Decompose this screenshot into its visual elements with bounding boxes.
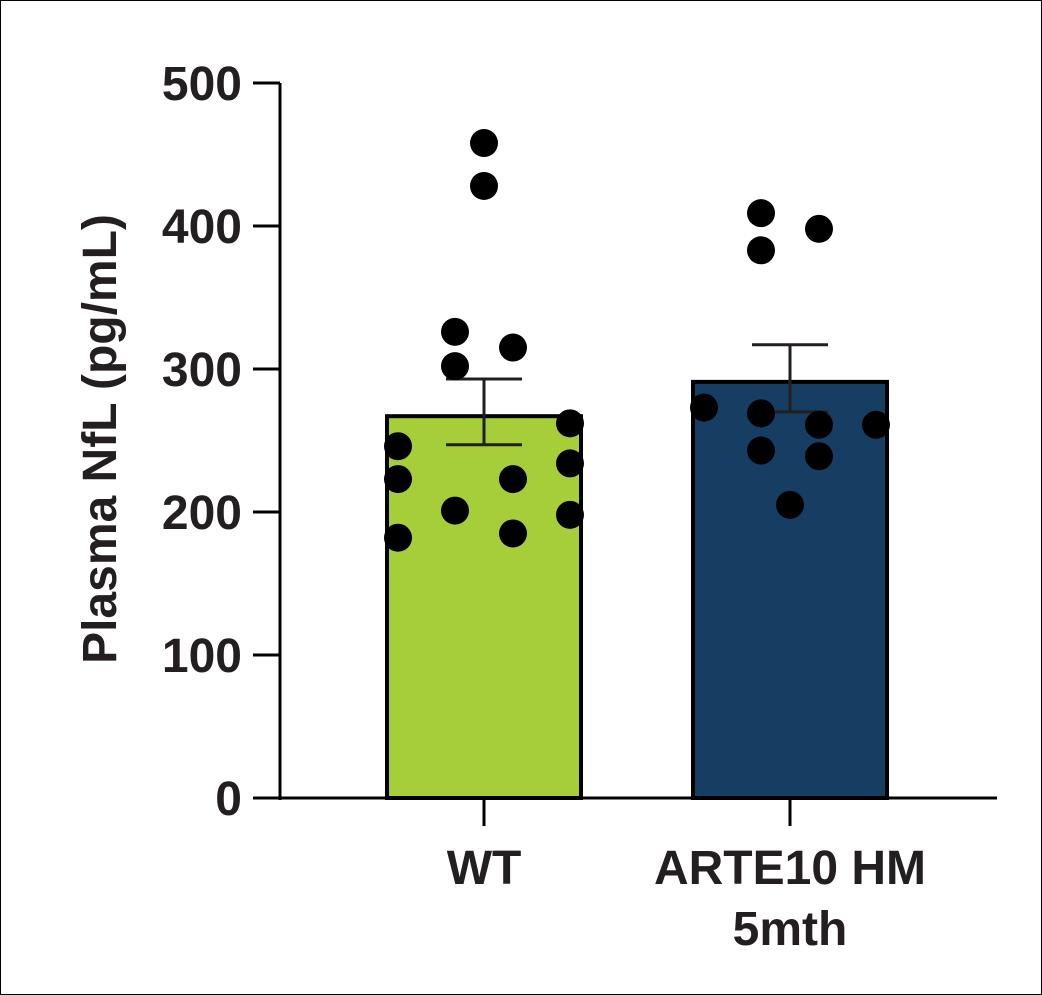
data-point-0-13: [556, 500, 584, 529]
bar-1: [691, 379, 889, 800]
data-point-0-10: [499, 519, 527, 548]
y-axis-label: Plasma NfL (pg/mL): [74, 214, 127, 664]
data-point-1-2: [805, 214, 833, 243]
x-tick-label-1-0: ARTE10 HM: [654, 842, 926, 895]
y-tick-label-3: 300: [162, 344, 242, 397]
data-point-0-3: [441, 352, 469, 381]
y-tick-label-5: 500: [162, 58, 242, 111]
data-point-1-8: [805, 442, 833, 471]
data-point-0-1: [470, 171, 498, 200]
data-point-1-6: [776, 490, 804, 519]
data-point-0-12: [556, 449, 584, 478]
data-point-1-5: [747, 436, 775, 465]
y-tick-label-0: 0: [215, 773, 242, 826]
data-point-0-0: [470, 129, 498, 158]
y-tick-label-1: 100: [162, 630, 242, 683]
data-point-1-9: [862, 410, 890, 439]
bar-0: [385, 414, 583, 800]
data-point-1-3: [690, 393, 718, 422]
data-point-0-2: [441, 317, 469, 346]
y-tick-label-2: 200: [162, 487, 242, 540]
data-point-0-8: [441, 496, 469, 525]
data-point-0-9: [499, 465, 527, 494]
bars-layer: [385, 379, 889, 800]
data-point-1-0: [747, 199, 775, 228]
axes-layer: 0 100 200 300 400 500 WT ARTE10 HM 5mth: [162, 58, 997, 956]
data-point-0-5: [384, 432, 412, 461]
data-point-0-6: [384, 465, 412, 494]
data-point-1-4: [747, 399, 775, 428]
x-tick-label-0-0: WT: [447, 842, 522, 895]
x-tick-label-1-1: 5mth: [733, 903, 848, 956]
y-tick-label-4: 400: [162, 201, 242, 254]
data-point-1-1: [747, 236, 775, 265]
data-point-0-7: [384, 523, 412, 552]
data-point-0-4: [499, 333, 527, 362]
data-points-layer: [384, 129, 890, 552]
data-point-0-11: [556, 409, 584, 438]
data-point-1-7: [805, 410, 833, 439]
